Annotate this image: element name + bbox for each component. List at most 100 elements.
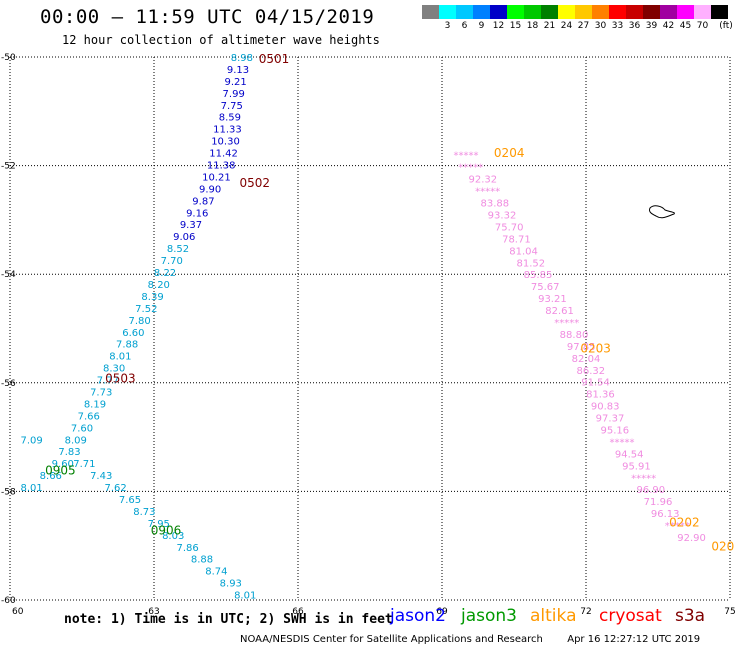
wave-height-value: 9.06 [173,232,195,243]
legend-swatch [711,5,728,19]
wave-height-value: 7.09 [20,435,42,446]
legend-label: 45 [679,21,692,31]
legend-label: 42 [662,21,675,31]
wave-height-value: 93.21 [538,294,567,305]
wave-height-value: 95.16 [600,425,629,436]
island-outline [649,205,675,219]
wave-height-value: 7.66 [78,411,100,422]
time-label: 0503 [105,371,136,385]
wave-height-value: 91.54 [581,378,610,389]
wave-height-value: ***** [454,151,479,162]
wave-height-value: 88.80 [560,330,589,341]
legend-swatch [575,5,592,19]
wave-height-value: 11.38 [207,161,236,172]
wave-height-value: 9.90 [199,184,221,195]
wave-height-value: 8.22 [154,268,176,279]
credit-timestamp: Apr 16 12:27:12 UTC 2019 [567,634,701,645]
legend-label: 6 [461,21,468,31]
time-labels: 0501 0502 0503 0905 0906 0204 0203 0202 020 [45,52,734,554]
legend-label: 24 [560,21,573,31]
legend-label: 15 [509,21,522,31]
wave-height-value: 8.88 [191,555,213,566]
longitude-tick-label: 66 [292,607,304,617]
wave-height-value: 75.70 [495,222,524,233]
time-label: 0204 [494,146,525,160]
wave-height-value: 8.66 [40,471,62,482]
wave-height-value: 7.73 [90,387,112,398]
wave-height-value: 8.98 [231,53,253,64]
wave-height-value: 8.73 [133,507,155,518]
wave-height-value: 7.71 [73,459,95,470]
axis-labels: 60 63 66 69 72 75 -50 -52 -54 -56 -58 -60 [1,53,736,617]
latitude-tick-label: -60 [1,596,16,606]
legend-swatch [541,5,558,19]
wave-height-value: 8.52 [167,244,189,255]
wave-height-value: 7.62 [104,483,126,494]
longitude-tick-label: 72 [580,607,591,617]
legend-label: 27 [577,21,590,31]
wave-height-value: ***** [610,437,635,448]
sat-label-jason2: jason2 [390,606,446,626]
wave-height-value: 10.21 [202,172,231,183]
wave-height-value: 82.04 [572,354,601,365]
longitude-tick-label: 60 [12,607,24,617]
wave-height-value: 7.80 [128,316,150,327]
wave-height-value: 8.39 [141,292,163,303]
footer-credit: NOAA/NESDIS Center for Satellite Applica… [240,634,700,645]
legend-swatch [439,5,456,19]
legend-label: 21 [543,21,556,31]
wave-height-value: 8.01 [234,591,256,602]
wave-height-value: 8.20 [148,280,170,291]
legend-label: 18 [526,21,539,31]
wave-height-value: 9.60 [52,459,74,470]
wave-height-value: 81.36 [586,390,615,401]
legend-swatches [422,5,740,19]
sat-label-jason3: jason3 [461,606,517,626]
wave-height-value: ***** [631,473,656,484]
wave-height-value: 7.75 [221,101,243,112]
legend-swatch [592,5,609,19]
wave-height-value: 97.37 [596,414,625,425]
wave-height-value: 9.16 [186,208,208,219]
wave-height-value: ***** [665,521,690,532]
color-legend: 3 6 9 12 15 18 21 24 27 30 33 36 39 42 45 70 (ft) [422,5,740,33]
wave-height-value: ***** [554,318,579,329]
legend-swatch [626,5,643,19]
legend-label: 30 [594,21,607,31]
wave-height-value: 9.13 [227,65,249,76]
wave-height-value: 94.54 [615,449,644,460]
wave-height-value: 92.90 [677,533,706,544]
longitude-tick-label: 69 [436,607,448,617]
wave-height-value: 93.32 [488,210,517,221]
legend-swatch [422,5,439,19]
wave-height-value: 8.59 [219,113,241,124]
wave-height-value: 7.43 [90,471,112,482]
wave-height-value: 86.32 [576,366,605,377]
wave-height-value: 7.65 [119,495,141,506]
wave-height-value: 7.83 [58,447,80,458]
wave-height-value: 81.04 [509,246,538,257]
wave-height-value: 96.90 [636,485,665,496]
legend-swatch [490,5,507,19]
wave-height-value: ***** [458,163,483,174]
wave-height-value: 7.70 [161,256,183,267]
wave-height-value: 8.01 [109,352,131,363]
time-label: 0502 [240,176,271,190]
track-values: 9.139.217.997.758.5911.3310.3011.4211.38… [20,53,705,602]
wave-height-value: 8.74 [205,567,227,578]
wave-height-value: 8.09 [65,435,87,446]
legend-swatch [643,5,660,19]
wave-height-value: ***** [475,187,500,198]
wave-height-value: 6.60 [122,328,144,339]
wave-height-value: 9.37 [180,220,202,231]
legend-label: 36 [628,21,641,31]
time-label: 0905 [45,464,76,478]
wave-height-value: 7.86 [176,543,198,554]
legend-swatch [694,5,711,19]
longitude-tick-label: 63 [148,607,159,617]
wave-height-value: 7.95 [148,519,170,530]
wave-height-value: 90.83 [591,402,620,413]
wave-height-value: 85.85 [524,270,553,281]
